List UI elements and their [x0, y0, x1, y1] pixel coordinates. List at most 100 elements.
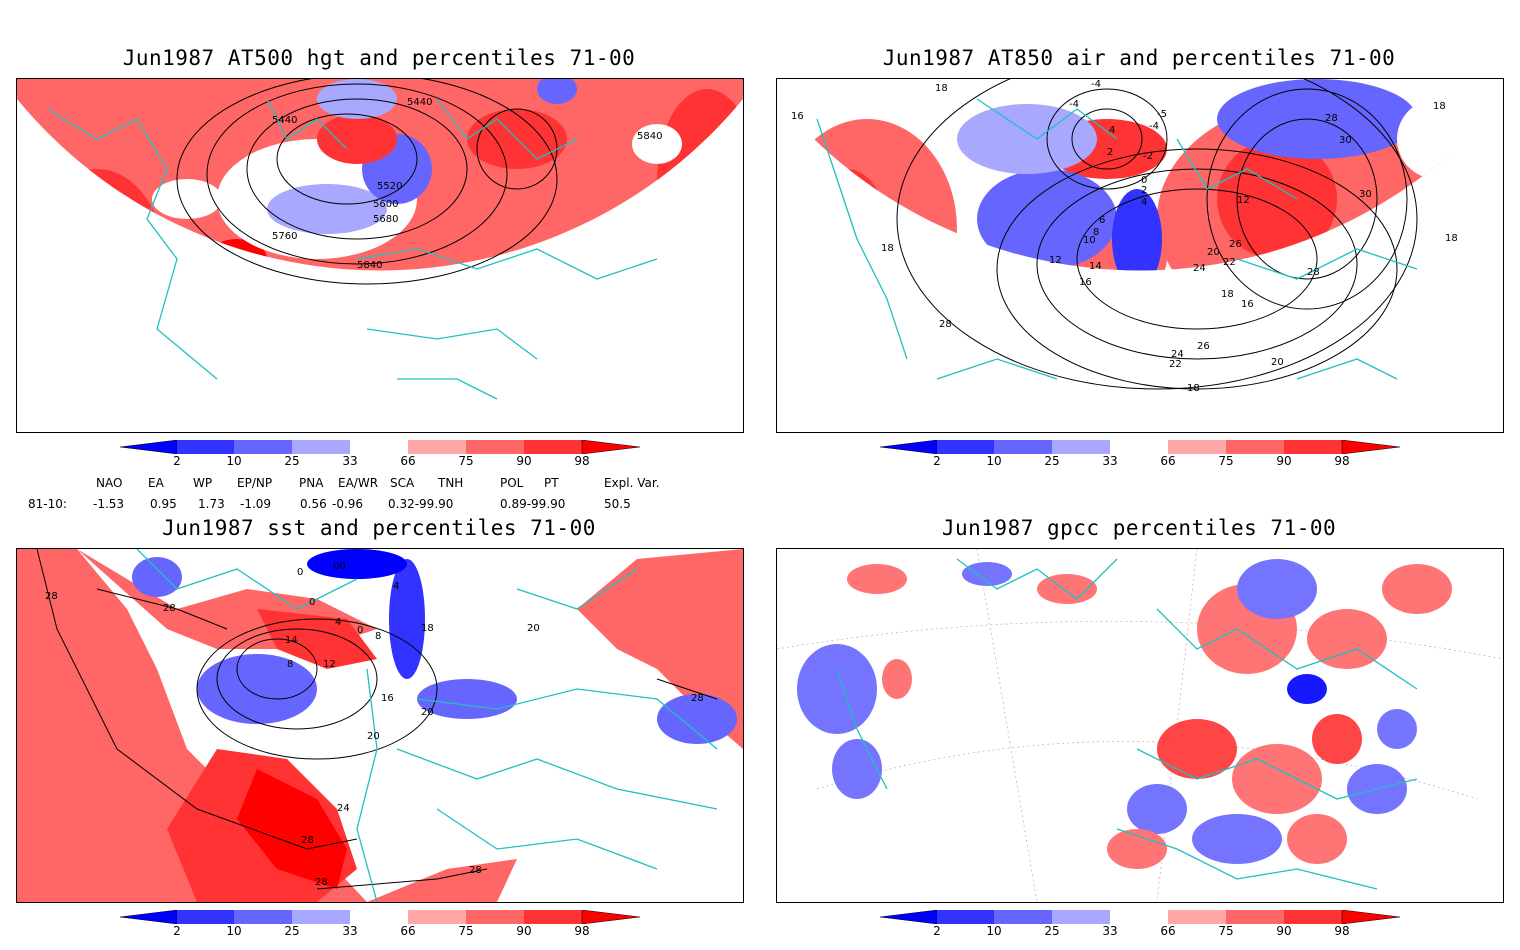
contour-label: 0	[309, 597, 315, 608]
map-panel-hgt500: 5440 5440 5840 5520 5600 5680 5760 5840	[16, 78, 744, 433]
contour-label: 12	[1237, 195, 1250, 206]
index-header: WP	[193, 476, 213, 490]
index-value: 1.73	[198, 497, 225, 511]
colorbar-tick: 33	[342, 454, 358, 468]
colorbar-tick: 98	[1334, 924, 1350, 938]
colorbar-tick: 98	[574, 454, 590, 468]
contour-label: 2	[1107, 147, 1113, 158]
contour-label: 30	[1359, 189, 1372, 200]
index-value: 0.89-99.90	[500, 497, 566, 511]
map-panel-air850: 18 16 -4 -4 -5 -4 4 2 -2 0 2 4 18 28 30 …	[776, 78, 1504, 433]
colorbar-tick: 10	[986, 454, 1002, 468]
map-panel-gpcc	[776, 548, 1504, 903]
index-value: -0.96	[332, 497, 364, 511]
colorbar-tick: 25	[284, 454, 300, 468]
contour-label: 5680	[373, 214, 398, 225]
colorbar-tick: 10	[226, 454, 242, 468]
colorbar-tick: 90	[516, 454, 532, 468]
colorbar-tick: 2	[933, 924, 941, 938]
contour-label: 0	[297, 567, 303, 578]
contour-label: 4	[1141, 197, 1147, 208]
colorbar-sst: 2 10 25 33 66 75 90 98	[120, 910, 650, 950]
contour-label: 5840	[637, 131, 662, 142]
index-value: 50.5	[604, 497, 631, 511]
contour-label: 16	[1241, 299, 1254, 310]
contour-label: 4	[335, 617, 341, 628]
index-header: PNA	[299, 476, 324, 490]
index-header: PT	[544, 476, 559, 490]
contour-label: 20	[1207, 247, 1220, 258]
contour-label: 6	[1099, 215, 1105, 226]
contour-label: 22	[1223, 257, 1236, 268]
contour-label: 5760	[272, 231, 297, 242]
contour-labels-hgt500: 5440 5440 5840 5520 5600 5680 5760 5840	[272, 97, 662, 271]
colorbar-tick: 10	[986, 924, 1002, 938]
contour-label: -4	[1069, 99, 1079, 110]
contour-label: 18	[421, 623, 434, 634]
colorbar-tick: 66	[400, 924, 416, 938]
contour-label: 5440	[407, 97, 432, 108]
contour-labels-air850: 18 16 -4 -4 -5 -4 4 2 -2 0 2 4 18 28 30 …	[791, 79, 1458, 394]
contour-label: 12	[323, 659, 336, 670]
colorbar-tick: 2	[933, 454, 941, 468]
colorbar-hgt500: 2 10 25 33 66 75 90 98	[120, 440, 650, 480]
contour-label: 14	[285, 635, 298, 646]
colorbar-tick: 33	[342, 924, 358, 938]
contour-label: 26	[1197, 341, 1210, 352]
contour-labels-sst: 28 28 0 00 0 4 4 0 8 14 18 8 12 16 20 20…	[45, 561, 704, 888]
contour-label: 30	[1339, 135, 1352, 146]
contour-label: 0	[357, 625, 363, 636]
contour-label: 24	[1171, 349, 1184, 360]
contour-label: 18	[1221, 289, 1234, 300]
contour-label: 12	[1049, 255, 1062, 266]
contour-label: 14	[1089, 261, 1102, 272]
colorbar-tick: 75	[458, 924, 474, 938]
contour-label: 5520	[377, 181, 402, 192]
contour-label: 4	[393, 581, 399, 592]
contour-label: 5840	[357, 260, 382, 271]
contour-label: 28	[1307, 267, 1320, 278]
contour-label: 24	[337, 803, 350, 814]
contour-label: -4	[1091, 79, 1101, 90]
index-header: EA	[148, 476, 164, 490]
index-header: NAO	[96, 476, 123, 490]
index-header: SCA	[390, 476, 415, 490]
contour-label: 20	[421, 707, 434, 718]
contour-label: 4	[1109, 125, 1115, 136]
index-header: TNH	[438, 476, 464, 490]
contour-label: 18	[1187, 383, 1200, 394]
colorbar-tick: 75	[458, 454, 474, 468]
contour-label: 8	[287, 659, 293, 670]
contour-label: 5440	[272, 115, 297, 126]
contour-label: 20	[367, 731, 380, 742]
map-panel-sst: 28 28 0 00 0 4 4 0 8 14 18 8 12 16 20 20…	[16, 548, 744, 903]
contour-label: 18	[935, 83, 948, 94]
contour-label: 18	[1445, 233, 1458, 244]
contour-label: 16	[1079, 277, 1092, 288]
colorbar-tick: 90	[1276, 924, 1292, 938]
colorbar-tick: 66	[1160, 924, 1176, 938]
colorbar-tick: 25	[284, 924, 300, 938]
contour-label: 2	[1141, 185, 1147, 196]
colorbar-tick: 90	[516, 924, 532, 938]
contour-label: 5600	[373, 199, 398, 210]
colorbar-tick: 66	[1160, 454, 1176, 468]
panel-title-air850: Jun1987 AT850 air and percentiles 71-00	[882, 46, 1396, 70]
index-row-label: 81-10:	[28, 497, 67, 511]
contour-label: 16	[381, 693, 394, 704]
contour-label: 20	[1271, 357, 1284, 368]
contour-label: -4	[1149, 121, 1159, 132]
colorbar-tick: 75	[1218, 924, 1234, 938]
contour-label: 8	[375, 631, 381, 642]
colorbar-tick: 33	[1102, 454, 1118, 468]
colorbar-air850: 2 10 25 33 66 75 90 98	[880, 440, 1410, 480]
contour-label: 18	[1433, 101, 1446, 112]
contour-label: 10	[1083, 235, 1096, 246]
index-value: 0.32-99.90	[388, 497, 454, 511]
contour-label: 26	[1229, 239, 1242, 250]
panel-title-hgt500: Jun1987 AT500 hgt and percentiles 71-00	[122, 46, 636, 70]
index-value: 0.95	[150, 497, 177, 511]
contour-label: 28	[45, 591, 58, 602]
panel-title-gpcc: Jun1987 gpcc percentiles 71-00	[941, 516, 1337, 540]
colorbar-tick: 33	[1102, 924, 1118, 938]
